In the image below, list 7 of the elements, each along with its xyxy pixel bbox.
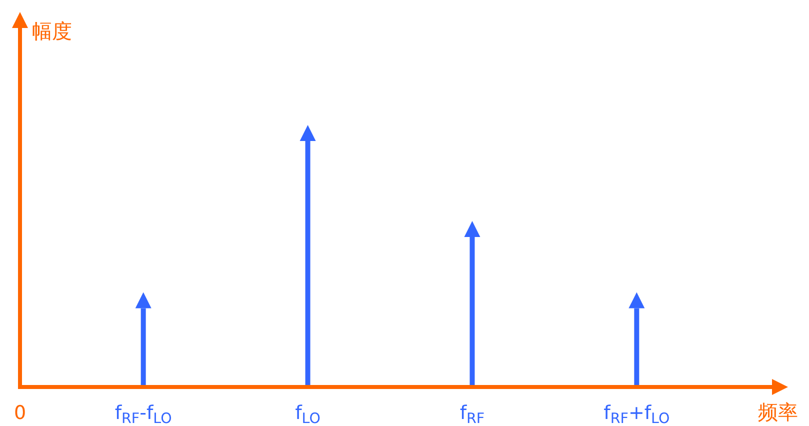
y-axis-title: 幅度 [32,19,72,43]
text: 0 [14,402,26,424]
x-tick-label: f$_{RF}$ [460,402,485,426]
x-tick-label: f$_{LO}$ [295,402,320,426]
x-axis-title: 频率 [758,400,798,424]
x-tick-label: f$_{RF}$-f$_{LO}$ [114,402,172,426]
x-tick-label: f$_{RF}$+f$_{LO}$ [604,402,670,426]
